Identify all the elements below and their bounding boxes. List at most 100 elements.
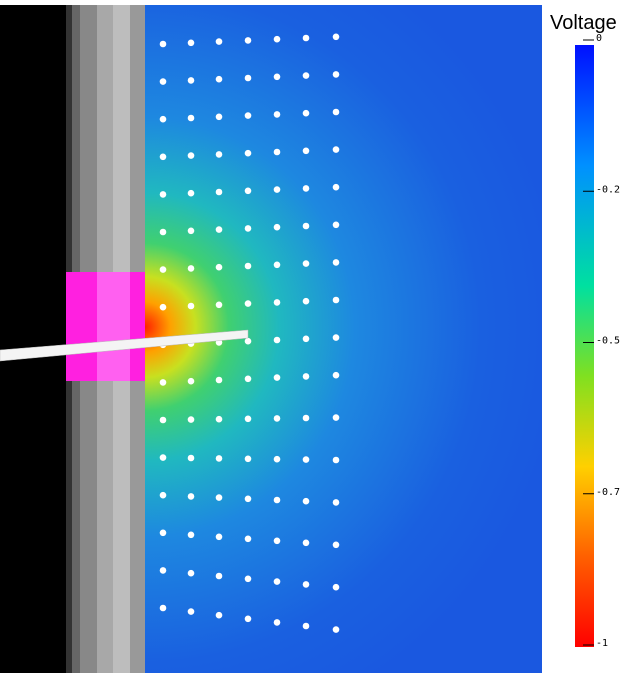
sample-point [244,112,252,119]
sample-point [332,183,340,191]
sample-point [273,35,281,43]
sample-point [244,262,252,270]
sample-point [302,72,310,79]
sample-point [332,541,340,549]
sample-point [215,301,223,309]
sample-point [187,493,195,500]
sample-point [273,261,281,269]
sample-point [215,415,223,423]
sample-point [187,265,195,272]
sample-point [244,495,252,503]
sample-point [332,371,340,379]
sample-point [215,113,223,121]
sample-point [215,188,223,196]
sample-point [215,263,223,271]
sample-point [159,228,167,236]
sample-point [302,147,310,155]
sample-point [244,74,252,82]
sample-point [187,152,195,159]
sample-point [273,336,281,344]
sample-point [187,114,195,122]
sample-point [215,38,223,45]
sample-point [302,222,310,230]
tick-label: 0 [596,33,602,44]
sample-point [244,455,252,463]
sample-point [273,73,281,81]
sample-point [332,108,340,116]
tick-label: -0.2 [596,184,620,195]
colorbar [575,45,594,647]
sample-point [215,376,223,384]
sample-point [273,148,281,156]
sample-point [273,186,281,193]
sample-point [215,572,223,580]
sample-point [244,415,252,423]
sample-point [332,33,340,41]
sample-point [332,334,340,341]
sample-point [187,377,195,385]
sample-point [215,151,223,158]
background-region [0,5,66,673]
sample-point [302,297,310,305]
sample-point [187,227,195,235]
sample-point [273,496,281,504]
render-view [0,5,542,673]
sample-point [187,302,195,310]
sample-point [332,414,340,421]
sample-point [159,266,167,273]
sample-point [215,494,223,501]
sample-point [187,569,195,577]
sample-point [332,626,340,633]
sample-point [215,533,223,541]
sample-point [302,260,310,267]
sample-point [159,153,167,161]
sample-point [302,539,310,547]
sample-point [332,221,340,229]
sample-point [159,78,167,85]
sample-point [159,454,167,461]
sample-point [273,415,281,422]
sample-point [187,77,195,84]
sample-point [302,373,310,380]
sample-point [273,374,281,381]
sample-point [302,34,310,42]
sample-point [273,299,281,306]
sample-point [244,149,252,157]
sample-point [215,75,223,83]
sample-point [244,300,252,307]
sample-point [215,455,223,462]
sample-point [187,416,195,423]
sample-point [273,111,281,118]
sample-point [244,337,252,345]
sample-point [159,115,167,123]
sample-point [187,189,195,197]
sample-point [159,567,167,574]
tick-label: -1 [596,638,608,649]
sample-point [159,604,167,612]
sample-point [187,454,195,462]
sample-point [159,191,167,198]
sample-point [332,146,340,153]
sample-point [332,296,340,304]
sample-point [332,71,340,78]
sample-point [302,414,310,422]
tick-label: -0.5 [596,336,620,347]
electrode-band-highlight [97,272,130,381]
sample-point [159,40,167,48]
sample-point [159,529,167,537]
sample-point [187,531,195,539]
sample-point [332,259,340,266]
sample-point [159,379,167,386]
sample-point [332,499,340,506]
sample-point [244,187,252,195]
colorbar-ticks: 0 -0.2 -0.5 -0.7 -1 [583,33,620,649]
sample-point [273,578,281,585]
sample-point [215,226,223,233]
sample-point [215,611,223,619]
sample-point [244,535,252,543]
sample-point [332,456,340,464]
tick-label: -0.7 [596,487,620,498]
sample-point [302,497,310,505]
sample-point [273,619,281,626]
sample-point [159,491,167,499]
